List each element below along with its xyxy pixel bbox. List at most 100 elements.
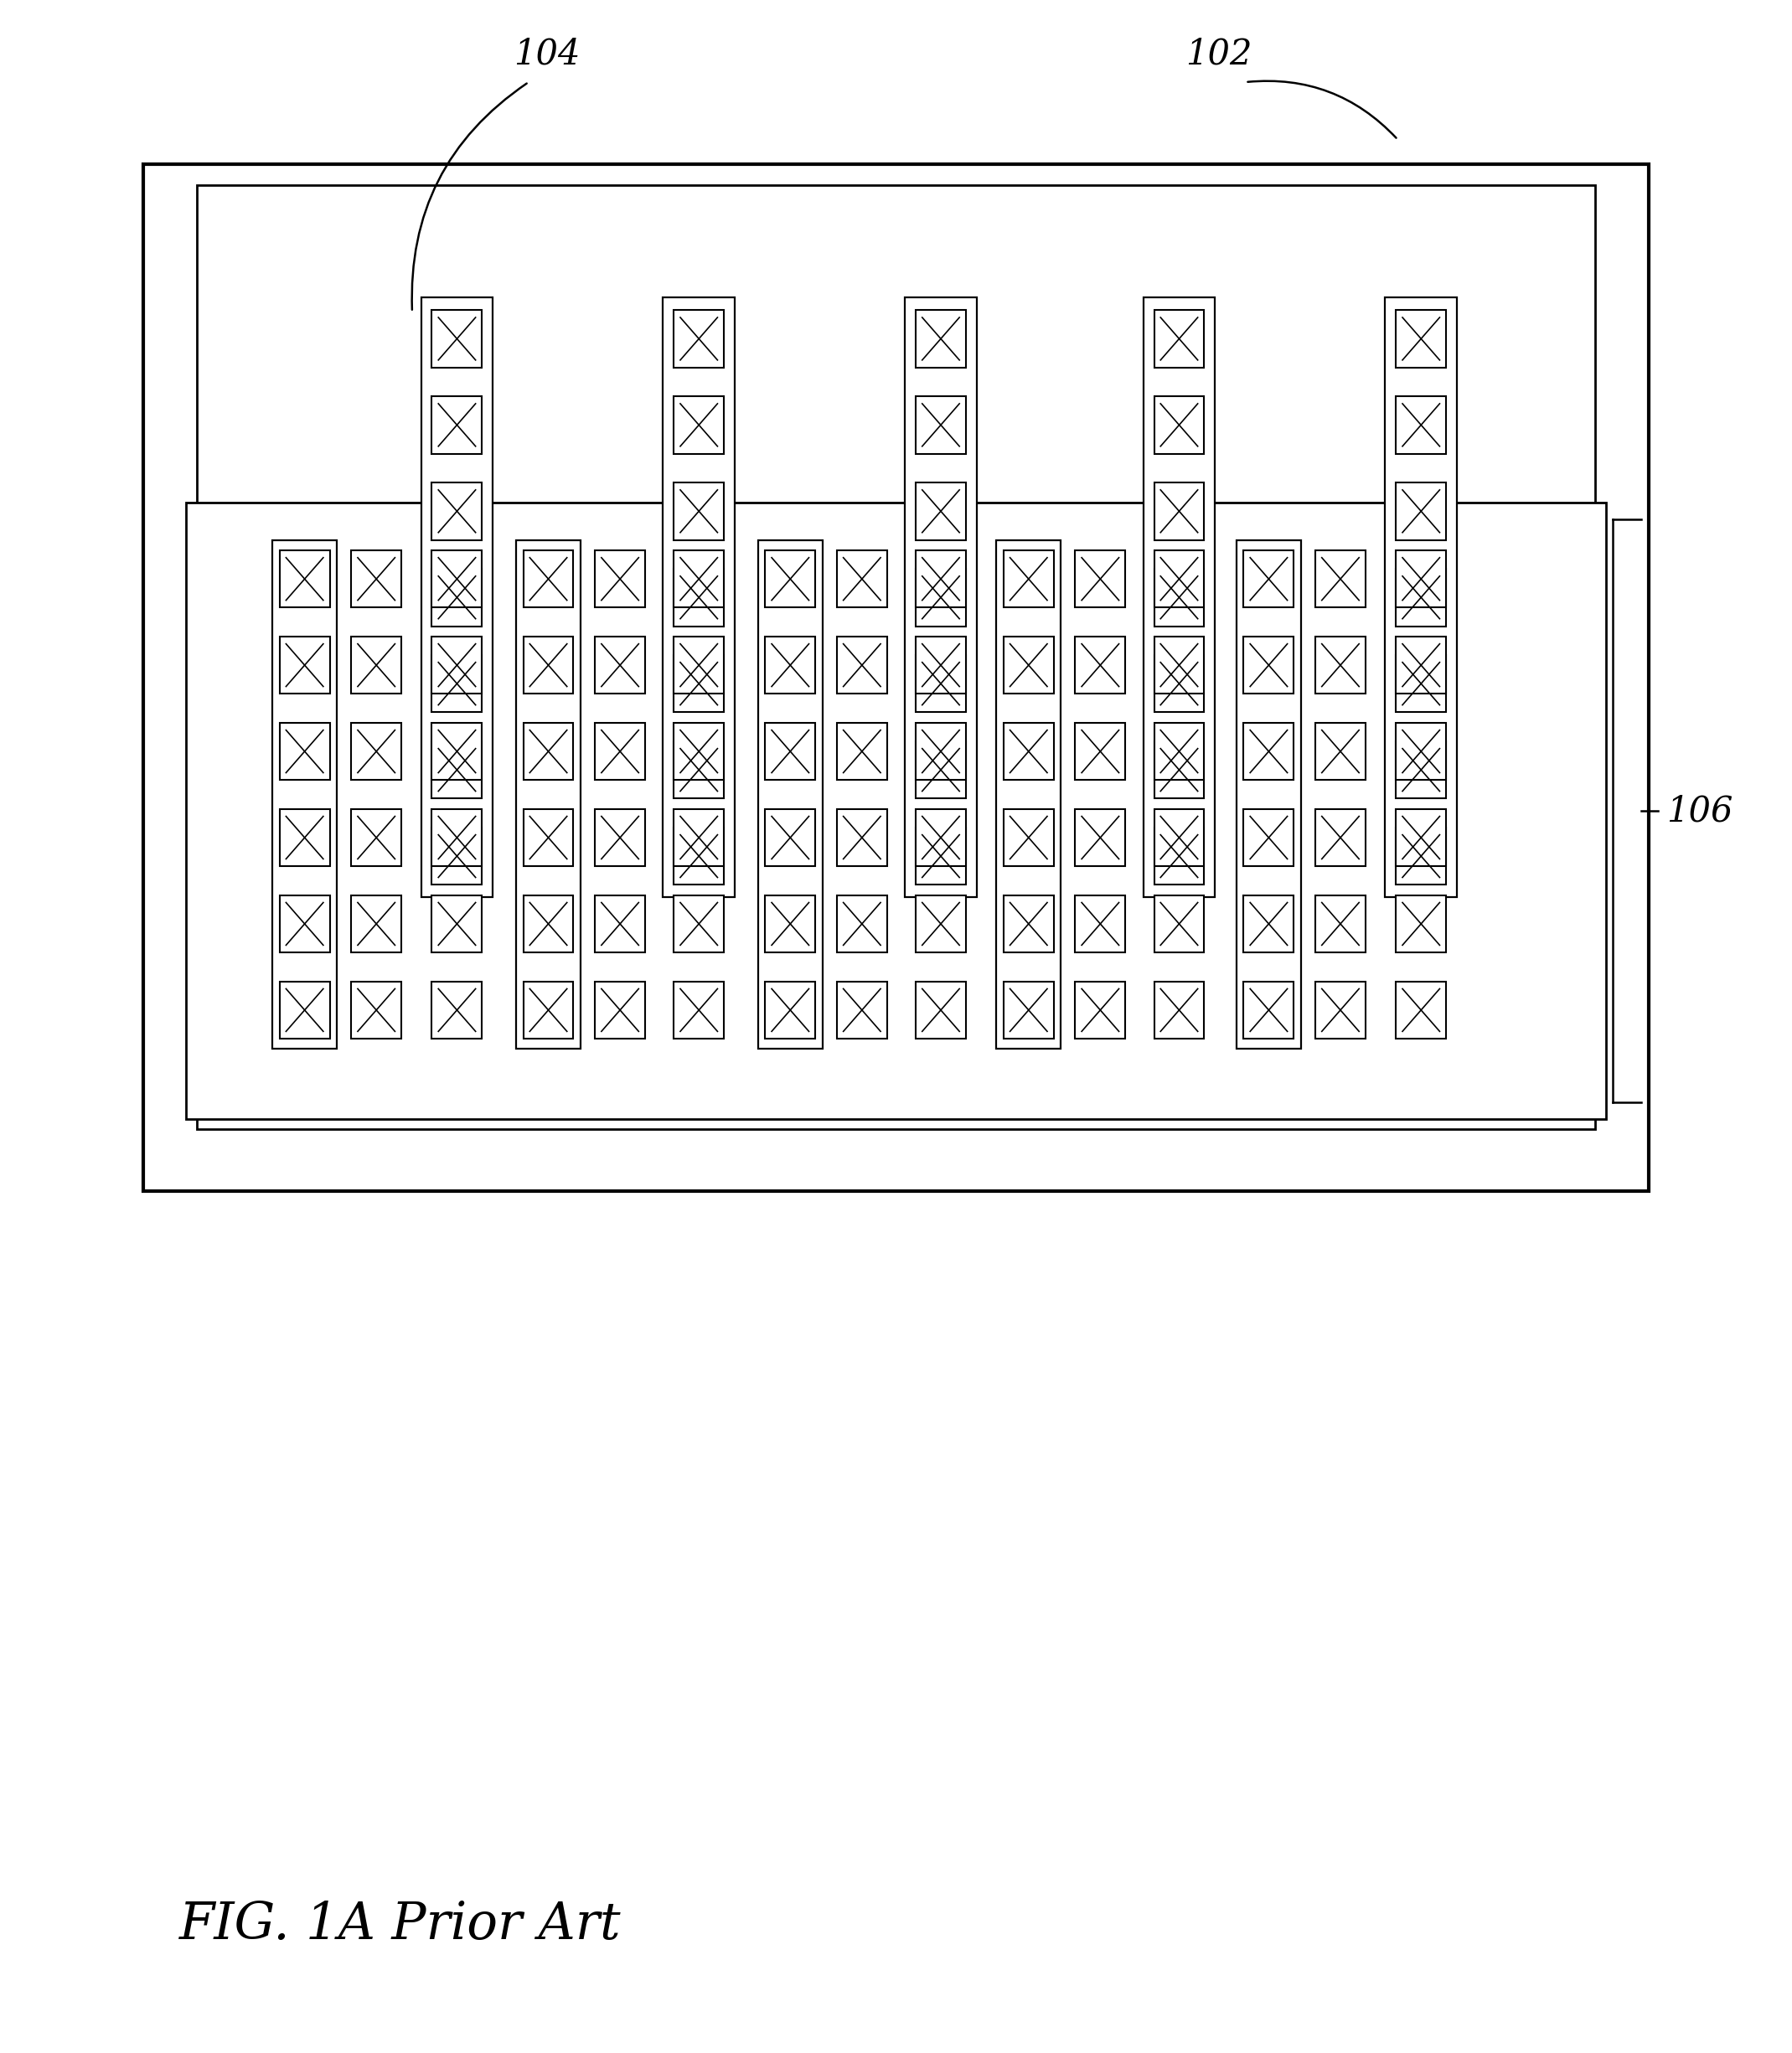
- Bar: [996, 540, 1061, 1049]
- Bar: [1396, 636, 1446, 694]
- Bar: [432, 741, 482, 799]
- Bar: [916, 655, 966, 712]
- Bar: [1396, 723, 1446, 780]
- Bar: [523, 723, 573, 780]
- Bar: [1396, 741, 1446, 799]
- Bar: [1396, 569, 1446, 626]
- Bar: [916, 809, 966, 866]
- Bar: [595, 550, 645, 608]
- Bar: [765, 981, 815, 1039]
- Bar: [916, 723, 966, 780]
- Bar: [280, 895, 330, 953]
- Bar: [674, 827, 724, 885]
- Bar: [1154, 569, 1204, 626]
- Bar: [432, 310, 482, 367]
- Bar: [1075, 636, 1125, 694]
- Bar: [1315, 550, 1366, 608]
- Bar: [916, 827, 966, 885]
- Bar: [523, 895, 573, 953]
- Bar: [595, 981, 645, 1039]
- Bar: [1004, 981, 1054, 1039]
- Bar: [837, 723, 887, 780]
- Bar: [1004, 723, 1054, 780]
- Bar: [432, 827, 482, 885]
- Bar: [1154, 895, 1204, 953]
- Bar: [905, 298, 977, 897]
- Bar: [1244, 895, 1294, 953]
- Bar: [674, 550, 724, 608]
- Bar: [1154, 550, 1204, 608]
- Bar: [1075, 723, 1125, 780]
- Bar: [1396, 550, 1446, 608]
- Bar: [1396, 895, 1446, 953]
- Bar: [280, 981, 330, 1039]
- Bar: [432, 655, 482, 712]
- Bar: [674, 310, 724, 367]
- Bar: [1075, 981, 1125, 1039]
- Bar: [916, 741, 966, 799]
- Bar: [674, 636, 724, 694]
- Bar: [1154, 482, 1204, 540]
- Bar: [674, 396, 724, 454]
- Bar: [1154, 655, 1204, 712]
- Bar: [432, 569, 482, 626]
- Bar: [674, 809, 724, 866]
- Bar: [1244, 809, 1294, 866]
- Bar: [1244, 550, 1294, 608]
- Bar: [1396, 655, 1446, 712]
- Bar: [1075, 895, 1125, 953]
- Bar: [1004, 895, 1054, 953]
- Bar: [916, 550, 966, 608]
- Bar: [523, 981, 573, 1039]
- Bar: [674, 981, 724, 1039]
- Bar: [663, 298, 735, 897]
- Bar: [1154, 396, 1204, 454]
- Bar: [674, 741, 724, 799]
- Bar: [674, 895, 724, 953]
- Bar: [1004, 636, 1054, 694]
- Bar: [1154, 723, 1204, 780]
- Bar: [280, 550, 330, 608]
- Bar: [1396, 396, 1446, 454]
- Bar: [351, 723, 401, 780]
- Bar: [351, 981, 401, 1039]
- Bar: [765, 723, 815, 780]
- Bar: [837, 895, 887, 953]
- Bar: [1396, 981, 1446, 1039]
- Bar: [432, 723, 482, 780]
- Bar: [674, 482, 724, 540]
- Bar: [837, 636, 887, 694]
- Bar: [595, 895, 645, 953]
- Bar: [1396, 827, 1446, 885]
- Bar: [1396, 482, 1446, 540]
- Bar: [1154, 741, 1204, 799]
- Bar: [765, 636, 815, 694]
- Bar: [1385, 298, 1457, 897]
- Bar: [421, 298, 493, 897]
- Bar: [1315, 895, 1366, 953]
- Bar: [765, 895, 815, 953]
- Bar: [280, 809, 330, 866]
- Bar: [351, 636, 401, 694]
- Bar: [1143, 298, 1215, 897]
- Bar: [432, 809, 482, 866]
- Bar: [916, 895, 966, 953]
- Bar: [837, 550, 887, 608]
- Bar: [916, 636, 966, 694]
- Bar: [280, 636, 330, 694]
- Bar: [143, 164, 1649, 1191]
- Bar: [916, 569, 966, 626]
- Bar: [351, 895, 401, 953]
- Bar: [674, 655, 724, 712]
- Bar: [1244, 981, 1294, 1039]
- Bar: [523, 809, 573, 866]
- Bar: [1236, 540, 1301, 1049]
- Bar: [595, 636, 645, 694]
- Bar: [758, 540, 823, 1049]
- Bar: [595, 809, 645, 866]
- Bar: [186, 503, 1606, 1119]
- Bar: [1154, 636, 1204, 694]
- Bar: [523, 550, 573, 608]
- Bar: [1154, 310, 1204, 367]
- Bar: [432, 482, 482, 540]
